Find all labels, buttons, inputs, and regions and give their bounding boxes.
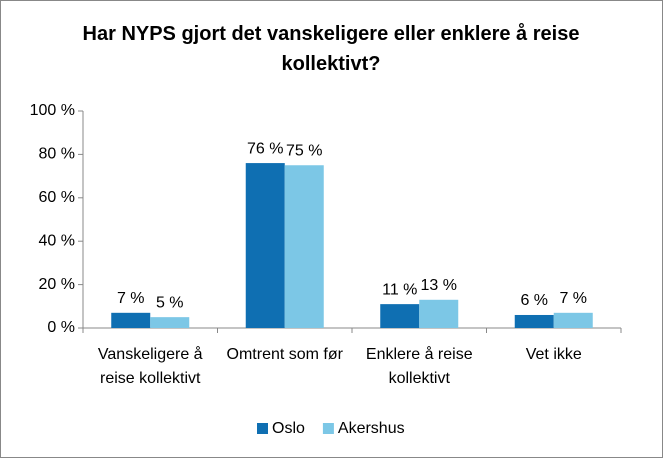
value-label: 13 % <box>421 277 457 294</box>
value-label: 76 % <box>247 140 283 157</box>
legend-label: Akershus <box>338 420 405 437</box>
x-tick-label: Enklere å reise kollektivt <box>365 346 473 387</box>
y-tick-label: 40 % <box>39 232 75 249</box>
bar <box>245 163 285 328</box>
bar <box>111 312 151 328</box>
value-label: 5 % <box>156 294 184 311</box>
value-label: 75 % <box>286 142 322 159</box>
legend-swatch <box>322 423 334 434</box>
x-tick-label: Vanskeligere å reise kollektivt <box>97 346 203 387</box>
bar <box>150 317 190 328</box>
legend-swatch <box>257 423 268 434</box>
x-tick-label: Vet ikke <box>525 346 582 363</box>
y-tick-label: 0 % <box>47 319 75 336</box>
legend-label: Oslo <box>272 420 305 437</box>
value-label: 7 % <box>117 290 145 307</box>
y-tick-label: 60 % <box>39 189 75 206</box>
bar <box>284 165 324 328</box>
value-label: 11 % <box>382 281 417 298</box>
x-tick-label: Omtrent som før <box>226 346 343 363</box>
y-tick-label: 100 % <box>30 102 75 119</box>
y-tick-label: 20 % <box>39 276 75 293</box>
bar <box>553 312 593 328</box>
chart-title: Har NYPS gjort det vanskeligere eller en… <box>82 23 580 75</box>
bar <box>419 299 459 328</box>
value-label: 7 % <box>559 290 587 307</box>
y-tick-label: 80 % <box>39 146 75 163</box>
bar <box>514 314 554 328</box>
bar <box>380 304 420 328</box>
value-label: 6 % <box>520 292 548 309</box>
